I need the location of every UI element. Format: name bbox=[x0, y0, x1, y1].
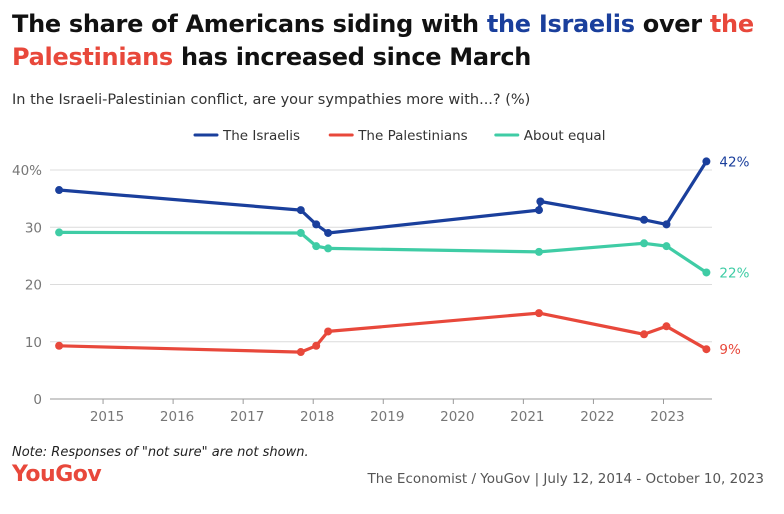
chart-note: Note: Responses of "not sure" are not sh… bbox=[12, 445, 309, 460]
x-tick-label: 2015 bbox=[90, 409, 124, 425]
x-tick-label: 2022 bbox=[580, 409, 614, 425]
y-tick-label: 20 bbox=[25, 278, 42, 294]
x-tick-label: 2018 bbox=[300, 409, 334, 425]
end-label: 9% bbox=[719, 342, 741, 358]
data-point bbox=[702, 157, 711, 166]
series-line bbox=[57, 311, 708, 354]
title-part-5: has increased since March bbox=[172, 43, 532, 71]
legend-label: About equal bbox=[524, 128, 606, 144]
data-point bbox=[534, 206, 543, 215]
data-point bbox=[702, 345, 711, 354]
series-line bbox=[57, 230, 708, 275]
data-point bbox=[534, 247, 543, 256]
data-point bbox=[296, 348, 305, 357]
data-point bbox=[536, 197, 545, 206]
x-tick-label: 2016 bbox=[160, 409, 194, 425]
data-point bbox=[324, 244, 333, 253]
data-point bbox=[296, 206, 305, 215]
title-part-3: over bbox=[634, 10, 710, 38]
data-point bbox=[55, 228, 64, 237]
x-tick-label: 2023 bbox=[650, 409, 684, 425]
data-point bbox=[662, 242, 671, 251]
chart-title: The share of Americans siding with the I… bbox=[12, 8, 782, 74]
data-point bbox=[640, 239, 649, 248]
legend-label: The Palestinians bbox=[357, 128, 468, 144]
y-tick-label: 40% bbox=[12, 163, 42, 179]
data-point bbox=[55, 341, 64, 350]
data-point bbox=[534, 309, 543, 318]
y-tick-label: 10 bbox=[25, 335, 42, 351]
data-point bbox=[312, 220, 321, 229]
title-palestinians: the Palestinians bbox=[12, 10, 754, 71]
data-point bbox=[640, 330, 649, 339]
x-tick-label: 2017 bbox=[230, 409, 264, 425]
y-tick-label: 30 bbox=[25, 220, 42, 236]
data-point bbox=[312, 242, 321, 251]
legend-label: The Israelis bbox=[222, 128, 300, 144]
data-point bbox=[662, 220, 671, 229]
data-point bbox=[324, 327, 333, 336]
data-point bbox=[662, 322, 671, 331]
end-label: 42% bbox=[719, 154, 749, 170]
x-tick-label: 2019 bbox=[370, 409, 404, 425]
yougov-logo: YouGov bbox=[12, 462, 102, 487]
data-point bbox=[296, 228, 305, 237]
end-label: 22% bbox=[719, 265, 749, 281]
chart-subtitle: In the Israeli-Palestinian conflict, are… bbox=[12, 92, 531, 108]
data-point bbox=[702, 268, 711, 277]
title-part-1: The share of Americans siding with bbox=[12, 10, 487, 38]
data-point bbox=[312, 341, 321, 350]
x-tick-label: 2021 bbox=[510, 409, 544, 425]
chart-source: The Economist / YouGov | July 12, 2014 -… bbox=[367, 471, 764, 487]
data-point bbox=[640, 215, 649, 224]
title-israelis: the Israelis bbox=[486, 10, 635, 38]
data-point bbox=[324, 228, 333, 237]
x-tick-label: 2020 bbox=[440, 409, 474, 425]
data-point bbox=[55, 186, 64, 195]
series-line bbox=[57, 159, 708, 235]
y-tick-label: 0 bbox=[33, 392, 42, 408]
